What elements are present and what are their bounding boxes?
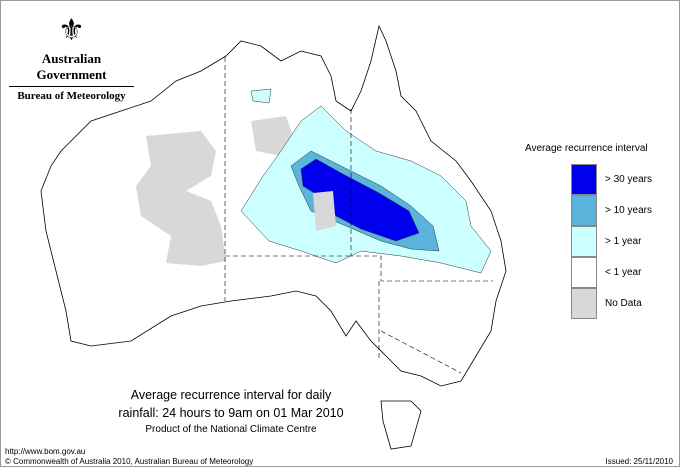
legend-label: < 1 year (605, 267, 642, 278)
legend-label: No Data (605, 298, 642, 309)
legend-label: > 1 year (605, 236, 642, 247)
legend-item: > 10 years (571, 195, 652, 226)
agency-name: Bureau of Meteorology (17, 90, 126, 102)
legend-item: > 1 year (571, 226, 652, 257)
legend-swatch (571, 226, 597, 257)
legend-swatch (571, 257, 597, 288)
issued-date: Issued: 25/11/2010 (605, 457, 673, 466)
map-title-line2: rainfall: 24 hours to 9am on 01 Mar 2010 (118, 406, 344, 420)
legend-title: Average recurrence interval (525, 143, 648, 154)
tasmania-outline (380, 400, 422, 450)
legend-label: > 10 years (605, 205, 652, 216)
legend-item: < 1 year (571, 257, 652, 288)
legend-swatch (571, 288, 597, 319)
no-data-in-region (313, 191, 336, 231)
state-borders (224, 57, 493, 374)
org-name: Australian Government (9, 51, 134, 87)
legend-item: > 30 years (571, 164, 652, 195)
coat-of-arms-icon: ⚜ (58, 14, 85, 47)
legend-label: > 30 years (605, 174, 652, 185)
legend-swatch (571, 164, 597, 195)
copyright: © Commonwealth of Australia 2010, Austra… (5, 457, 254, 466)
legend: > 30 years > 10 years > 1 year < 1 year … (571, 164, 652, 319)
rainfall-regions (240, 88, 492, 274)
map-title-line1: Average recurrence interval for daily (130, 388, 332, 402)
bom-logo: ⚜ Australian Government Bureau of Meteor… (9, 11, 134, 102)
map-subtitle: Product of the National Climate Centre (145, 424, 317, 435)
region-gt-1-year-north (250, 88, 272, 104)
bom-url: http://www.bom.gov.au (5, 447, 86, 456)
legend-item: No Data (571, 288, 652, 319)
legend-swatch (571, 195, 597, 226)
